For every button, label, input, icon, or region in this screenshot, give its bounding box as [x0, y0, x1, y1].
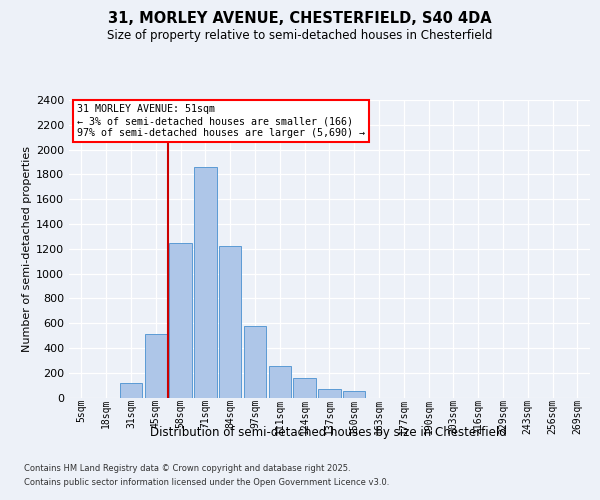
Bar [293, 378, 316, 398]
Bar [194, 167, 217, 398]
Bar [244, 326, 266, 398]
Text: Distribution of semi-detached houses by size in Chesterfield: Distribution of semi-detached houses by … [151, 426, 507, 439]
Bar [318, 389, 341, 398]
Text: Contains public sector information licensed under the Open Government Licence v3: Contains public sector information licen… [24, 478, 389, 487]
Bar [343, 392, 365, 398]
Text: 31, MORLEY AVENUE, CHESTERFIELD, S40 4DA: 31, MORLEY AVENUE, CHESTERFIELD, S40 4DA [108, 11, 492, 26]
Bar [145, 334, 167, 398]
Bar [169, 242, 192, 398]
Text: 31 MORLEY AVENUE: 51sqm
← 3% of semi-detached houses are smaller (166)
97% of se: 31 MORLEY AVENUE: 51sqm ← 3% of semi-det… [77, 104, 365, 138]
Text: Contains HM Land Registry data © Crown copyright and database right 2025.: Contains HM Land Registry data © Crown c… [24, 464, 350, 473]
Bar [120, 382, 142, 398]
Bar [269, 366, 291, 398]
Bar [219, 246, 241, 398]
Y-axis label: Number of semi-detached properties: Number of semi-detached properties [22, 146, 32, 352]
Text: Size of property relative to semi-detached houses in Chesterfield: Size of property relative to semi-detach… [107, 29, 493, 42]
